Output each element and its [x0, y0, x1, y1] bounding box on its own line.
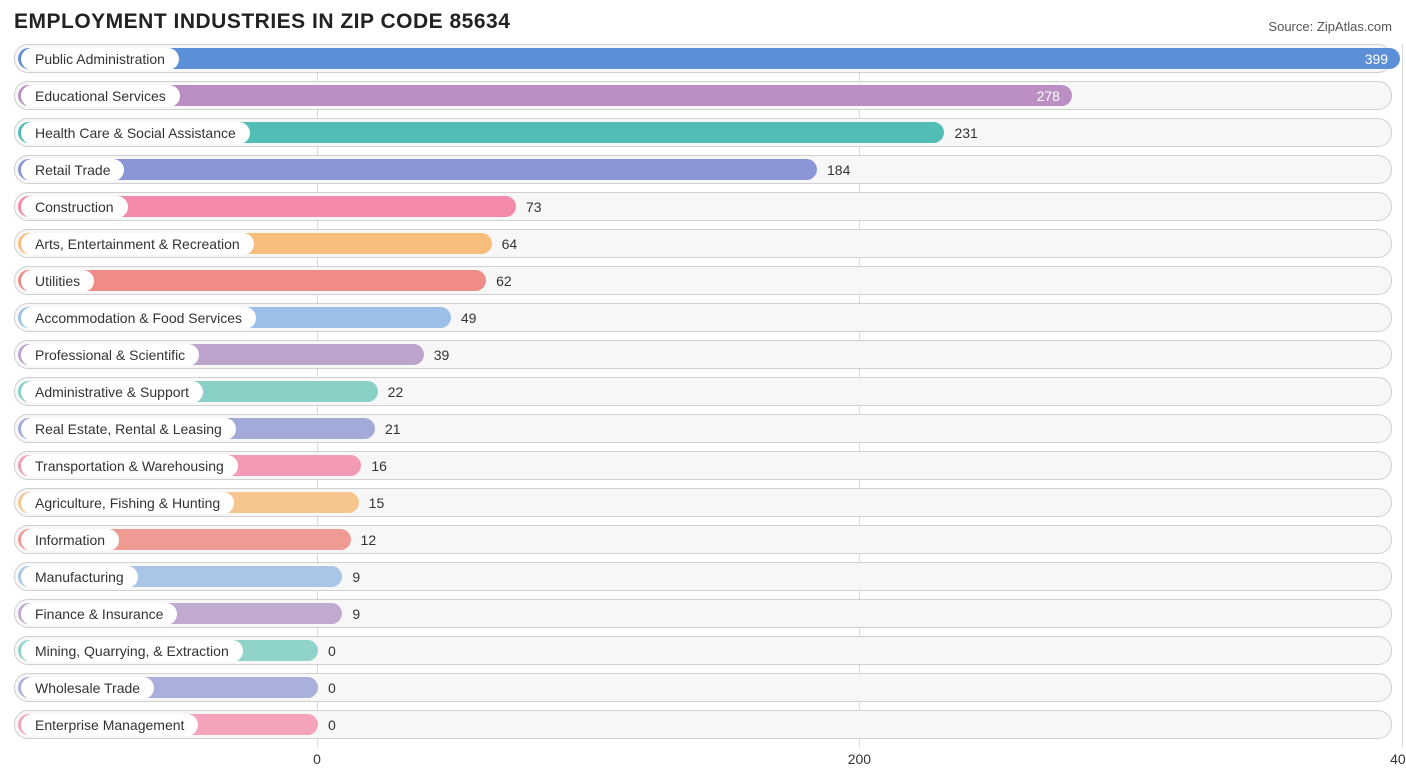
grid-line	[1402, 44, 1403, 747]
bar-label-pill: Administrative & Support	[21, 381, 203, 403]
bar-label-pill: Construction	[21, 196, 128, 218]
bar-value: 0	[328, 717, 336, 733]
bar-label-pill: Real Estate, Rental & Leasing	[21, 418, 236, 440]
bar-label-pill: Retail Trade	[21, 159, 124, 181]
bar-row: Administrative & Support 22	[14, 377, 1392, 406]
bar-value: 0	[328, 680, 336, 696]
bar-label-pill: Wholesale Trade	[21, 677, 154, 699]
source-label: Source:	[1268, 19, 1313, 34]
bar-value: 399	[1365, 51, 1388, 67]
bar-value: 16	[371, 458, 387, 474]
bar-fill	[18, 159, 817, 180]
bar-label-pill: Transportation & Warehousing	[21, 455, 238, 477]
bar-label-pill: Public Administration	[21, 48, 179, 70]
bar-row: Arts, Entertainment & Recreation 64	[14, 229, 1392, 258]
bar-row: Real Estate, Rental & Leasing 21	[14, 414, 1392, 443]
x-axis-tick: 0	[313, 751, 321, 767]
source-value: ZipAtlas.com	[1317, 19, 1392, 34]
bar-value: 62	[496, 273, 512, 289]
x-axis: 0200400	[14, 747, 1392, 773]
bar-label-pill: Professional & Scientific	[21, 344, 199, 366]
bar-value: 64	[502, 236, 518, 252]
bar-label-pill: Arts, Entertainment & Recreation	[21, 233, 254, 255]
bar-value: 49	[461, 310, 477, 326]
bar-label-pill: Finance & Insurance	[21, 603, 177, 625]
bar-row: Retail Trade 184	[14, 155, 1392, 184]
bar-label-pill: Agriculture, Fishing & Hunting	[21, 492, 234, 514]
chart-area: Public Administration399Educational Serv…	[14, 44, 1392, 773]
bar-row: Enterprise Management 0	[14, 710, 1392, 739]
bar-row: Wholesale Trade 0	[14, 673, 1392, 702]
bar-label-pill: Utilities	[21, 270, 94, 292]
bar-value: 9	[352, 569, 360, 585]
bar-value: 12	[361, 532, 377, 548]
bar-value: 9	[352, 606, 360, 622]
bar-value: 22	[388, 384, 404, 400]
bar-row: Public Administration 399	[14, 44, 1392, 73]
bar-row: Construction 73	[14, 192, 1392, 221]
bar-row: Health Care & Social Assistance 231	[14, 118, 1392, 147]
x-axis-tick: 400	[1390, 751, 1406, 767]
bar-value: 21	[385, 421, 401, 437]
bar-row: Finance & Insurance 9	[14, 599, 1392, 628]
chart-source: Source: ZipAtlas.com	[1268, 19, 1392, 34]
bar-label-pill: Health Care & Social Assistance	[21, 122, 250, 144]
bar-value: 73	[526, 199, 542, 215]
chart-title: EMPLOYMENT INDUSTRIES IN ZIP CODE 85634	[14, 10, 510, 34]
chart-rows: Public Administration399Educational Serv…	[14, 44, 1392, 739]
bar-row: Information 12	[14, 525, 1392, 554]
bar-label-pill: Information	[21, 529, 119, 551]
bar-value: 15	[369, 495, 385, 511]
bar-label-pill: Enterprise Management	[21, 714, 198, 736]
bar-label-pill: Mining, Quarrying, & Extraction	[21, 640, 243, 662]
bar-label-pill: Manufacturing	[21, 566, 138, 588]
bar-row: Accommodation & Food Services 49	[14, 303, 1392, 332]
bar-row: Professional & Scientific 39	[14, 340, 1392, 369]
bar-row: Transportation & Warehousing 16	[14, 451, 1392, 480]
bar-value: 231	[954, 125, 977, 141]
bar-fill	[18, 48, 1400, 69]
bar-row: Educational Services 278	[14, 81, 1392, 110]
bar-label-pill: Educational Services	[21, 85, 180, 107]
x-axis-tick: 200	[848, 751, 871, 767]
bar-value: 0	[328, 643, 336, 659]
bar-label-pill: Accommodation & Food Services	[21, 307, 256, 329]
bar-row: Mining, Quarrying, & Extraction 0	[14, 636, 1392, 665]
bar-row: Utilities 62	[14, 266, 1392, 295]
bar-value: 184	[827, 162, 850, 178]
bar-value: 39	[434, 347, 450, 363]
bar-value: 278	[1037, 88, 1060, 104]
bar-row: Agriculture, Fishing & Hunting 15	[14, 488, 1392, 517]
bar-row: Manufacturing 9	[14, 562, 1392, 591]
